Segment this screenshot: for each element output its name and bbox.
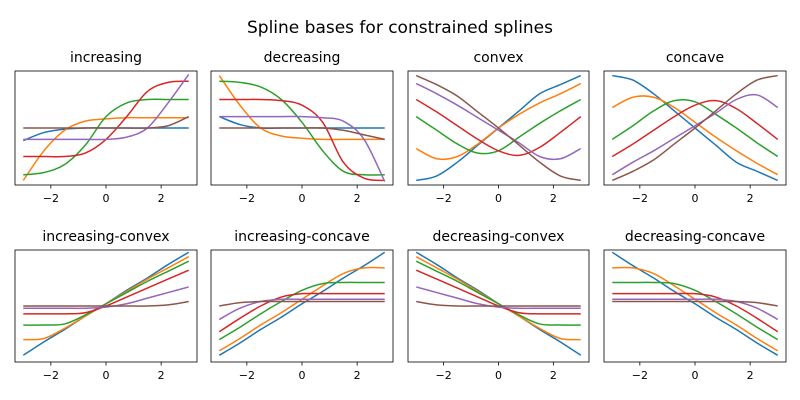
spline-curve (23, 260, 190, 326)
x-tick-label: 0 (299, 369, 306, 382)
spline-curve (218, 75, 385, 141)
subplot-title: increasing (70, 50, 142, 66)
x-tick-label: −2 (436, 369, 452, 382)
subplot-title: decreasing (264, 50, 341, 66)
plot-area (415, 251, 582, 356)
x-tick-label: 2 (354, 369, 361, 382)
plot-area (611, 251, 779, 356)
spline-curve (612, 300, 778, 307)
subplot-title: concave (666, 50, 724, 66)
x-tick-label: −2 (43, 192, 59, 205)
x-tick-label: 2 (550, 369, 557, 382)
plot-area (415, 74, 582, 182)
spline-curve (612, 298, 779, 321)
spline-curve (415, 98, 582, 157)
x-tick-label: 2 (158, 369, 165, 382)
x-tick-label: −2 (632, 192, 648, 205)
spline-curve (218, 281, 385, 341)
spline-curve (416, 286, 581, 310)
spline-curve (611, 74, 778, 182)
spline-curve (219, 115, 386, 182)
x-tick-label: −2 (239, 369, 255, 382)
x-tick-label: 0 (103, 192, 110, 205)
spline-curve (611, 99, 779, 158)
spline-curve (23, 98, 189, 176)
spline-curve (218, 298, 385, 321)
x-tick-label: 2 (354, 192, 361, 205)
spline-curve (218, 292, 385, 333)
x-tick-label: 2 (550, 192, 557, 205)
spline-curve (219, 127, 385, 141)
x-tick-label: 2 (158, 192, 165, 205)
x-tick-label: 0 (495, 369, 502, 382)
subplot-title: increasing-concave (234, 229, 369, 245)
plot-area (218, 251, 386, 356)
spline-curve (612, 281, 779, 341)
spline-curve (23, 73, 190, 141)
subplot-title: decreasing-convex (433, 229, 565, 245)
x-tick-label: −2 (43, 369, 59, 382)
spline-curve (23, 286, 189, 310)
x-tick-label: −2 (436, 192, 452, 205)
x-tick-label: 0 (692, 369, 699, 382)
x-tick-label: 0 (495, 192, 502, 205)
spline-curve (611, 93, 779, 176)
spline-curve (416, 300, 581, 307)
x-tick-label: 2 (747, 192, 754, 205)
subplot-title: decreasing-concave (625, 229, 765, 245)
spline-curve (23, 300, 189, 307)
spline-curve (415, 74, 581, 182)
spline-curve (612, 292, 779, 333)
spline-curve (22, 116, 189, 181)
plot-area (611, 74, 779, 182)
x-tick-label: −2 (239, 192, 255, 205)
spline-curve (415, 260, 581, 326)
spline-curve (23, 115, 190, 129)
subplot-title: increasing-convex (42, 229, 169, 245)
x-tick-label: 0 (692, 192, 699, 205)
spline-curve (611, 95, 779, 176)
figure-title: Spline bases for constrained splines (247, 18, 553, 38)
x-tick-label: −2 (632, 369, 648, 382)
spline-curve (415, 82, 582, 161)
plot-area (22, 73, 190, 181)
plot-area (22, 251, 190, 356)
x-tick-label: 0 (103, 369, 110, 382)
x-tick-label: 0 (299, 192, 306, 205)
spline-curve (219, 300, 385, 307)
spline-curve (611, 98, 779, 158)
plot-area (218, 75, 386, 182)
spline-curve (219, 98, 385, 182)
subplot-title: convex (473, 50, 523, 66)
x-tick-label: 2 (747, 369, 754, 382)
